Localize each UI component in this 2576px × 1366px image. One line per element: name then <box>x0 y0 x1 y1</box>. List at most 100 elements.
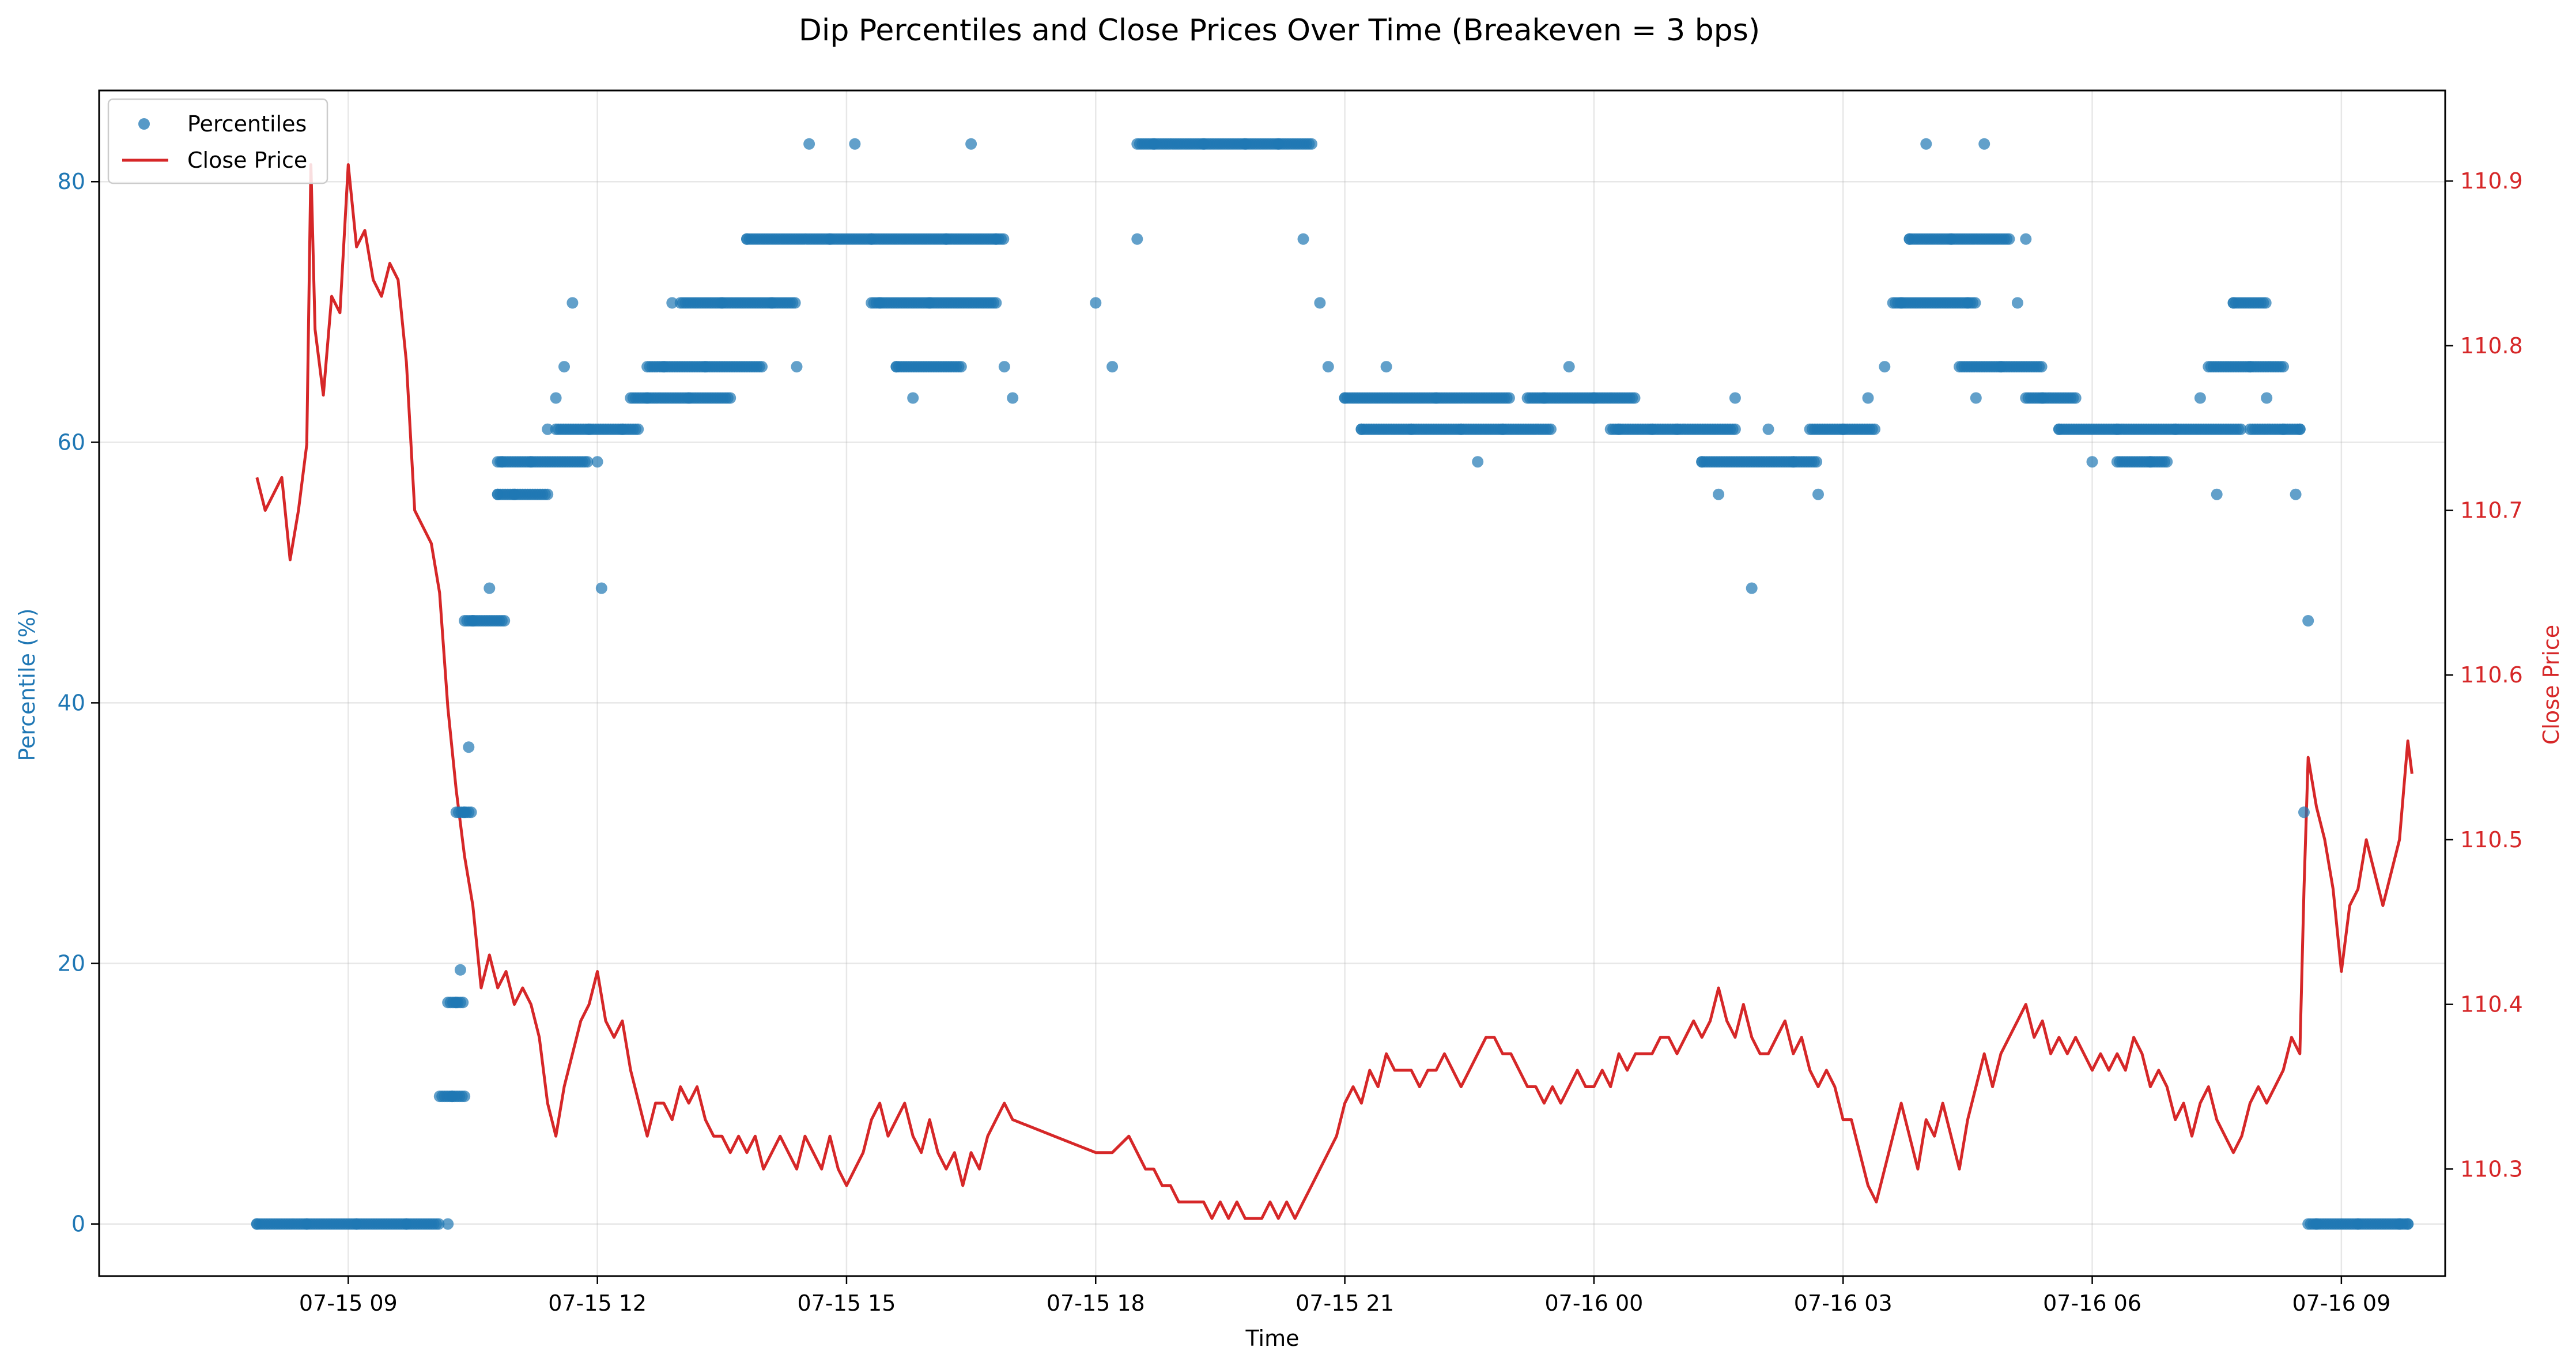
right-y-tick-label: 110.3 <box>2460 1156 2523 1182</box>
left-y-tick-label: 0 <box>71 1212 85 1237</box>
legend-percentiles-marker <box>138 118 150 130</box>
left-y-tick-label: 40 <box>58 690 85 715</box>
percentile-point <box>1970 392 1982 404</box>
percentile-point <box>1879 361 1891 373</box>
right-y-tick-label: 110.6 <box>2460 662 2523 688</box>
percentile-point <box>595 582 607 594</box>
right-y-tick-label: 110.7 <box>2460 498 2523 523</box>
percentile-point <box>2035 361 2048 373</box>
chart-title: Dip Percentiles and Close Prices Over Ti… <box>799 13 1760 48</box>
percentile-point <box>1007 392 1019 404</box>
percentile-point <box>1746 582 1758 594</box>
percentile-point <box>484 582 496 594</box>
plot-frame <box>98 89 2446 1277</box>
percentile-point <box>1306 138 1317 150</box>
percentile-point <box>1869 423 1880 435</box>
percentile-point <box>1811 456 1823 468</box>
percentile-point <box>1090 297 1102 309</box>
percentile-point <box>2277 361 2289 373</box>
percentile-point <box>998 233 1010 245</box>
legend: Percentiles Close Price <box>107 98 328 184</box>
percentile-point <box>550 392 562 404</box>
x-tick-label: 07-15 15 <box>798 1290 896 1316</box>
percentile-point <box>2294 423 2306 435</box>
percentile-point <box>2261 392 2273 404</box>
percentile-point <box>756 361 768 373</box>
percentile-point <box>454 964 466 976</box>
percentile-point <box>998 361 1010 373</box>
x-axis-ticks: 07-15 09 07-15 12 07-15 15 07-15 18 07-15 21… <box>299 1276 2390 1316</box>
right-y-axis-ticks: 110.3 110.4 110.5 110.6 110.7 110.8 110.9 <box>2445 168 2523 1182</box>
percentile-point <box>965 138 977 150</box>
percentile-point <box>1563 361 1575 373</box>
close-price-series <box>255 163 2413 1220</box>
percentile-point <box>990 297 1002 309</box>
percentile-point <box>542 488 554 500</box>
legend-box <box>107 98 328 184</box>
percentile-point <box>1380 361 1392 373</box>
percentile-point <box>591 456 603 468</box>
percentile-point <box>2020 233 2032 245</box>
x-axis-label: Time <box>1245 1326 1300 1351</box>
x-tick-label: 07-15 09 <box>299 1290 398 1316</box>
percentile-point <box>459 1090 471 1103</box>
percentile-point <box>632 423 644 435</box>
percentile-point <box>789 297 801 309</box>
percentile-point <box>2260 297 2272 309</box>
percentile-point <box>442 1218 454 1230</box>
percentile-point <box>2194 392 2206 404</box>
percentile-point <box>2235 423 2247 435</box>
percentile-point <box>2003 233 2015 245</box>
percentile-point <box>791 361 803 373</box>
percentile-point <box>907 392 919 404</box>
percentile-point <box>2302 615 2314 627</box>
percentile-point <box>1729 423 1741 435</box>
left-y-tick-label: 80 <box>58 169 85 194</box>
percentile-point <box>1713 488 1725 500</box>
left-y-tick-label: 60 <box>58 429 85 455</box>
x-tick-label: 07-15 21 <box>1295 1290 1394 1316</box>
percentile-point <box>2402 1218 2414 1230</box>
percentile-point <box>1812 488 1824 500</box>
percentile-point <box>2086 456 2098 468</box>
percentile-point <box>1862 392 1874 404</box>
right-y-tick-label: 110.4 <box>2460 992 2523 1017</box>
left-y-axis-ticks: 0 20 40 60 80 <box>58 169 99 1237</box>
percentile-point <box>955 361 967 373</box>
x-tick-label: 07-16 03 <box>1794 1290 1893 1316</box>
percentile-point <box>1314 297 1326 309</box>
left-y-tick-label: 20 <box>58 950 85 976</box>
percentile-point <box>1106 361 1119 373</box>
right-y-tick-label: 110.5 <box>2460 827 2523 852</box>
percentile-point <box>1503 392 1515 404</box>
left-y-axis-label: Percentile (%) <box>14 608 40 761</box>
percentile-point <box>1545 423 1557 435</box>
percentile-point <box>465 806 477 818</box>
percentile-point <box>566 297 579 309</box>
percentile-point <box>724 392 736 404</box>
percentile-point <box>2290 488 2302 500</box>
percentile-point <box>1729 392 1741 404</box>
x-tick-label: 07-16 06 <box>2043 1290 2141 1316</box>
right-y-tick-label: 110.8 <box>2460 333 2523 359</box>
percentile-point <box>581 456 594 468</box>
percentile-point <box>463 741 475 753</box>
percentile-point <box>1978 138 1990 150</box>
x-tick-label: 07-16 00 <box>1544 1290 1643 1316</box>
legend-percentiles-label: Percentiles <box>187 111 307 137</box>
percentile-point <box>1297 233 1309 245</box>
percentile-point <box>457 997 469 1009</box>
percentile-point <box>2161 456 2173 468</box>
right-y-axis-label: Close Price <box>2539 625 2564 745</box>
percentile-point <box>803 138 815 150</box>
close-price-line <box>255 163 2413 1220</box>
percentile-point <box>542 423 554 435</box>
percentile-point <box>666 297 678 309</box>
percentile-point <box>1920 138 1932 150</box>
legend-close-price-label: Close Price <box>187 148 307 173</box>
percentile-point <box>1472 456 1484 468</box>
percentile-point <box>1629 392 1641 404</box>
percentile-point <box>1969 297 1981 309</box>
